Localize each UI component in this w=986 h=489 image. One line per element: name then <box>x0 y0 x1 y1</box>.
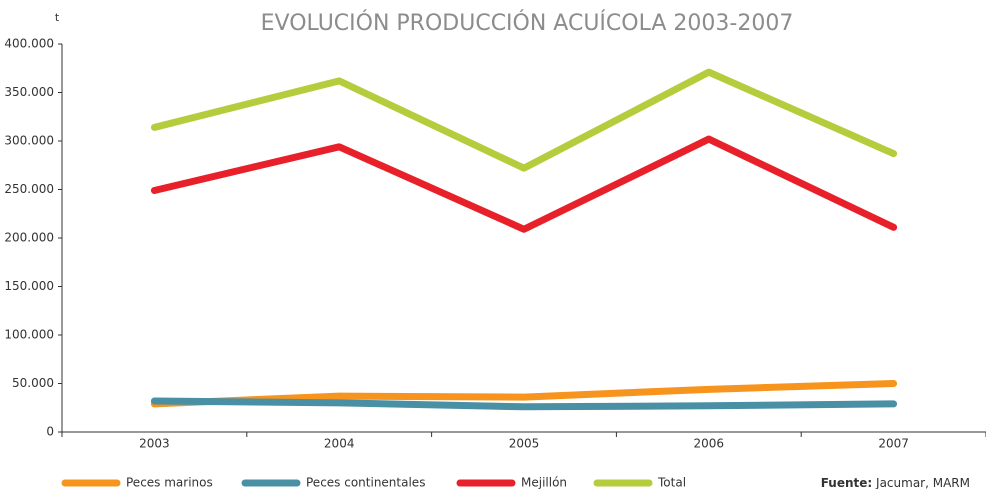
x-tick-label: 2006 <box>694 437 725 451</box>
y-tick-label: 50.000 <box>12 376 54 390</box>
x-tick-label: 2005 <box>509 437 540 451</box>
series-line <box>150 68 898 172</box>
legend-label: Total <box>657 476 686 489</box>
source-text: Jacumar, MARM <box>875 476 970 489</box>
y-tick-label: 400.000 <box>4 37 54 51</box>
y-tick-label: 300.000 <box>4 134 54 148</box>
x-tick-label: 2003 <box>139 437 170 451</box>
legend-label: Peces continentales <box>306 476 425 489</box>
series-line <box>150 397 898 411</box>
x-tick-label: 2004 <box>324 437 355 451</box>
y-axis-label: t <box>55 11 60 24</box>
y-tick-label: 250.000 <box>4 182 54 196</box>
y-tick-label: 100.000 <box>4 328 54 342</box>
series-line <box>150 135 898 233</box>
source: Fuente: Jacumar, MARM <box>821 476 970 489</box>
legend-label: Mejillón <box>521 476 567 489</box>
series-line <box>150 380 898 408</box>
y-tick-label: 200.000 <box>4 231 54 245</box>
chart-title: EVOLUCIÓN PRODUCCIÓN ACUÍCOLA 2003-2007 <box>261 10 794 36</box>
legend-label: Peces marinos <box>126 476 213 489</box>
y-tick-label: 0 <box>46 425 54 439</box>
y-tick-label: 350.000 <box>4 85 54 99</box>
x-tick-label: 2007 <box>878 437 909 451</box>
source-label: Fuente: <box>821 476 873 489</box>
y-tick-label: 150.000 <box>4 279 54 293</box>
